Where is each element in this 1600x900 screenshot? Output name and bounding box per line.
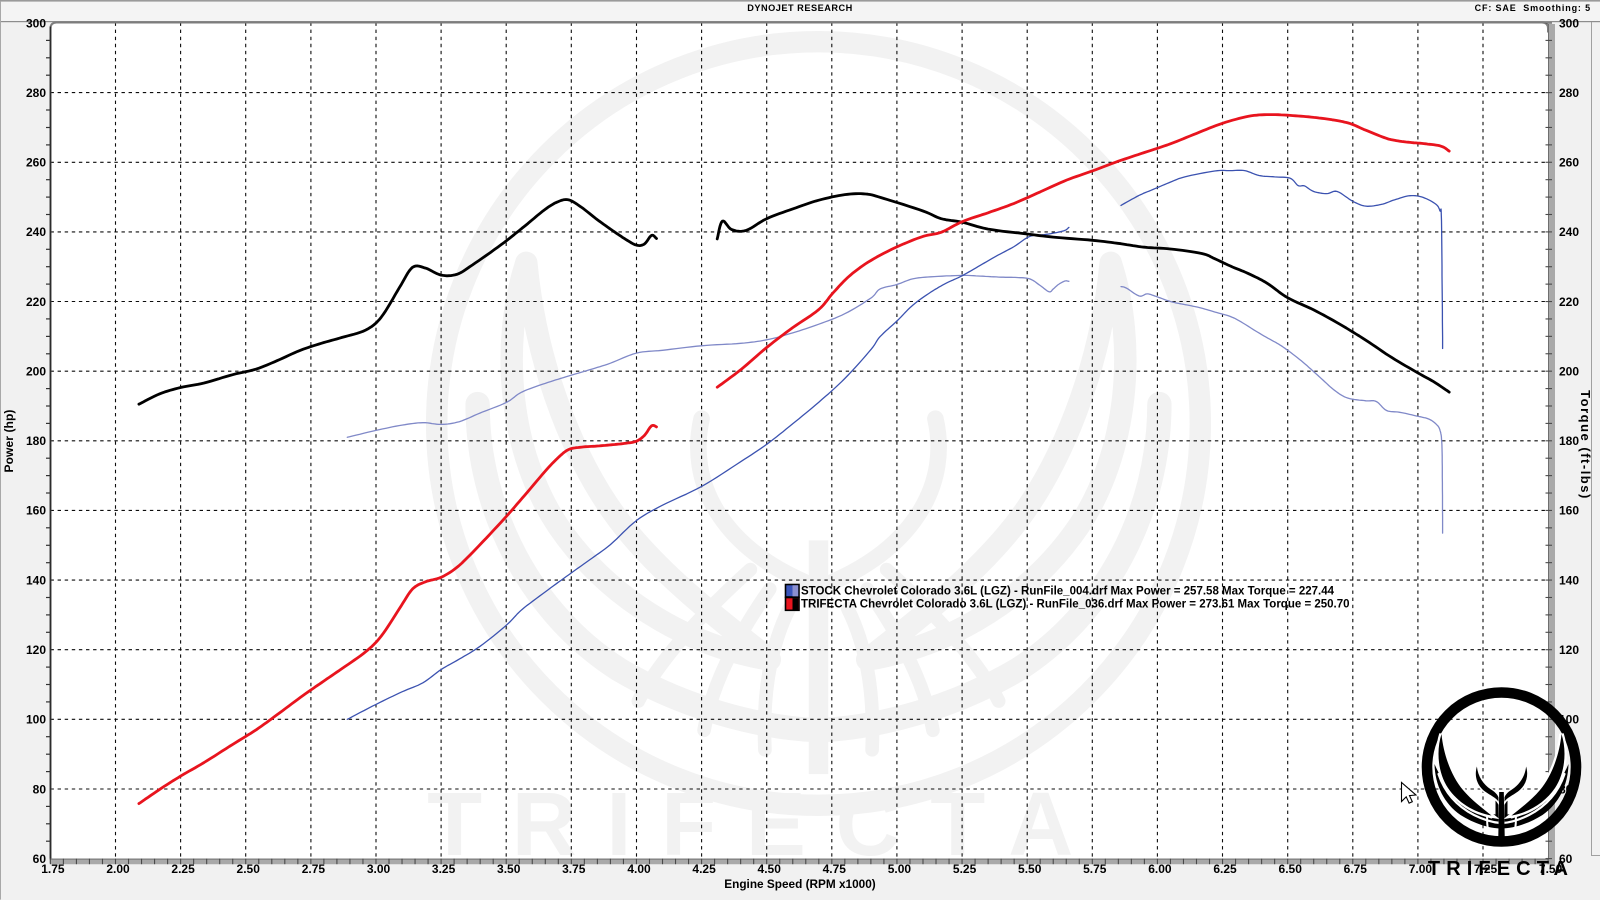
svg-text:260: 260	[1559, 156, 1579, 170]
svg-text:6.50: 6.50	[1279, 862, 1303, 876]
svg-text:240: 240	[26, 225, 46, 239]
svg-text:5.00: 5.00	[888, 862, 912, 876]
svg-text:DYNOJET RESEARCH: DYNOJET RESEARCH	[747, 3, 853, 13]
svg-text:240: 240	[1559, 225, 1579, 239]
svg-text:300: 300	[1559, 16, 1579, 30]
svg-text:280: 280	[26, 86, 46, 100]
svg-text:260: 260	[26, 156, 46, 170]
svg-text:3.25: 3.25	[432, 862, 456, 876]
svg-text:140: 140	[26, 573, 46, 587]
svg-text:7.25: 7.25	[1474, 862, 1498, 876]
svg-text:6.75: 6.75	[1344, 862, 1368, 876]
svg-text:Torque (ft-lbs): Torque (ft-lbs)	[1578, 390, 1593, 500]
svg-text:200: 200	[1559, 365, 1579, 379]
svg-text:300: 300	[26, 16, 46, 30]
svg-text:60: 60	[1559, 852, 1573, 866]
svg-text:180: 180	[26, 434, 46, 448]
svg-text:1.75: 1.75	[41, 862, 65, 876]
svg-text:2.75: 2.75	[302, 862, 326, 876]
svg-text:160: 160	[26, 504, 46, 518]
svg-text:100: 100	[26, 713, 46, 727]
svg-text:3.75: 3.75	[562, 862, 586, 876]
svg-text:160: 160	[1559, 504, 1579, 518]
svg-text:4.50: 4.50	[758, 862, 782, 876]
svg-text:140: 140	[1559, 573, 1579, 587]
svg-text:80: 80	[33, 782, 47, 796]
svg-text:220: 220	[26, 295, 46, 309]
svg-text:2.50: 2.50	[237, 862, 261, 876]
svg-text:180: 180	[1559, 434, 1579, 448]
svg-text:Engine Speed (RPM x1000): Engine Speed (RPM x1000)	[724, 877, 876, 891]
svg-text:4.00: 4.00	[627, 862, 651, 876]
svg-text:TRIFECTA Chevrolet Colorado 3.: TRIFECTA Chevrolet Colorado 3.6L (LGZ) -…	[801, 599, 1350, 611]
svg-text:7.00: 7.00	[1409, 862, 1433, 876]
svg-text:120: 120	[1559, 643, 1579, 657]
svg-text:4.75: 4.75	[823, 862, 847, 876]
svg-text:5.50: 5.50	[1018, 862, 1042, 876]
svg-text:60: 60	[33, 852, 47, 866]
svg-text:200: 200	[26, 365, 46, 379]
svg-text:220: 220	[1559, 295, 1579, 309]
svg-text:280: 280	[1559, 86, 1579, 100]
svg-text:3.50: 3.50	[497, 862, 521, 876]
svg-text:CF: SAE Smoothing: 5: CF: SAE Smoothing: 5	[1475, 3, 1591, 13]
svg-text:STOCK Chevrolet Colorado 3.6L: STOCK Chevrolet Colorado 3.6L (LGZ) - Ru…	[801, 586, 1335, 598]
svg-text:2.25: 2.25	[171, 862, 195, 876]
svg-text:3.00: 3.00	[367, 862, 391, 876]
svg-text:7.50: 7.50	[1539, 862, 1563, 876]
svg-text:6.25: 6.25	[1213, 862, 1237, 876]
svg-text:5.75: 5.75	[1083, 862, 1107, 876]
svg-text:Power (hp): Power (hp)	[2, 410, 16, 473]
svg-text:5.25: 5.25	[953, 862, 977, 876]
svg-text:120: 120	[26, 643, 46, 657]
svg-text:2.00: 2.00	[106, 862, 130, 876]
svg-text:4.25: 4.25	[692, 862, 716, 876]
svg-text:TRIFECTA: TRIFECTA	[1428, 858, 1574, 880]
svg-text:6.00: 6.00	[1148, 862, 1172, 876]
